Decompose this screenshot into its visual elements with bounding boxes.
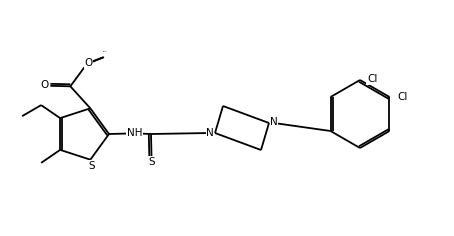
Text: Cl: Cl [367,75,377,84]
Text: NH: NH [127,128,142,138]
Text: Cl: Cl [397,92,408,101]
Text: O: O [84,58,93,68]
Text: O: O [41,80,49,90]
Text: S: S [149,157,155,167]
Text: N: N [270,118,278,127]
Text: S: S [88,161,94,171]
Text: N: N [206,127,214,138]
Text: methyl: methyl [103,51,108,52]
